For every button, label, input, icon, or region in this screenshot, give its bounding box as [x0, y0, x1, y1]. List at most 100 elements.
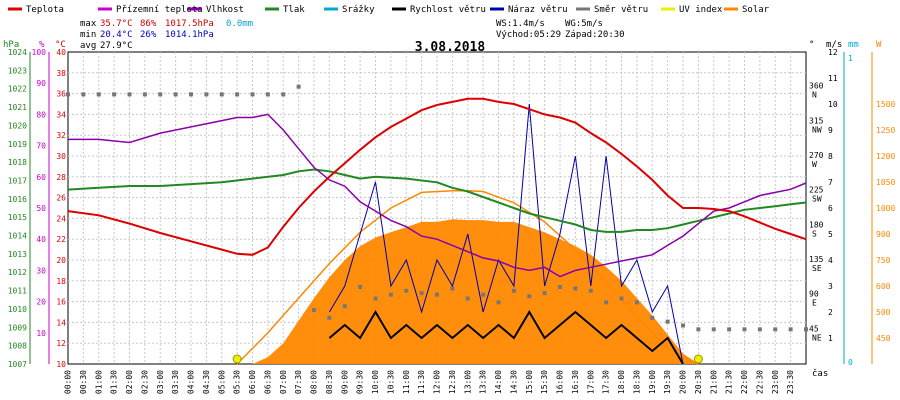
direction-compass-label: NE	[812, 333, 822, 342]
temperature-tick-label: 30	[56, 152, 66, 161]
wind-tick-label: 5	[828, 230, 833, 239]
wind-gust-line	[328, 103, 684, 365]
temperature-tick-label: 28	[56, 173, 66, 182]
temperature-tick-label: 20	[56, 256, 66, 265]
legend-label: Rychlost větru	[410, 5, 486, 15]
wind-direction-point	[327, 315, 332, 320]
x-tick-label: 15:00	[525, 370, 534, 394]
pressure-tick-label: 1012	[8, 268, 27, 277]
pressure-tick-label: 1008	[8, 342, 27, 351]
wind-direction-point	[742, 327, 747, 332]
pressure-tick-label: 1024	[8, 48, 27, 57]
solar-tick-label: 750	[876, 256, 891, 265]
direction-axis-unit: °	[809, 40, 814, 50]
x-tick-label: 01:30	[110, 370, 119, 394]
x-tick-label: 18:30	[632, 370, 641, 394]
humidity-tick-label: 80	[36, 110, 46, 119]
wind-direction-point	[419, 291, 424, 296]
wind-speed-info: WS:1.4m/s	[496, 19, 545, 29]
solar-tick-label: 1050	[876, 178, 895, 187]
x-tick-label: 17:30	[602, 370, 611, 394]
humidity-tick-label: 30	[36, 266, 46, 275]
solar-axis-unit: W	[876, 40, 882, 50]
x-tick-label: 23:00	[771, 370, 780, 394]
x-tick-label: 17:00	[586, 370, 595, 394]
wind-direction-point	[619, 296, 624, 301]
wind-direction-point	[465, 296, 470, 301]
x-tick-label: 06:30	[263, 370, 272, 394]
x-tick-label: 05:30	[233, 370, 242, 394]
x-tick-label: 12:00	[433, 370, 442, 394]
wind-direction-point	[773, 327, 778, 332]
wind-direction-point	[450, 286, 455, 291]
legend-label: Teplota	[26, 5, 64, 15]
x-tick-label: 16:00	[556, 370, 565, 394]
x-tick-label: 13:00	[463, 370, 472, 394]
wind-direction-point	[404, 288, 409, 293]
legend-label: Vlhkost	[206, 5, 244, 15]
wind-direction-point	[558, 284, 562, 289]
direction-compass-label: W	[812, 160, 817, 169]
wind-direction-point	[96, 92, 101, 97]
wind-direction-point	[81, 92, 86, 97]
wind-axis-unit: m/s	[826, 40, 842, 50]
direction-tick-label: 360	[809, 82, 824, 91]
stat-max-press: 1017.5hPa	[165, 19, 214, 29]
wind-direction-point	[696, 327, 701, 332]
pressure-tick-label: 1017	[8, 176, 27, 185]
pressure-tick-label: 1016	[8, 195, 27, 204]
uv-index-marker	[693, 354, 703, 364]
right-axes: ° m/s mm W360N315NW270W225SW180S135SE90E45N…	[809, 40, 895, 367]
temperature-tick-label: 24	[56, 214, 66, 223]
solar-tick-label: 500	[876, 308, 891, 317]
x-tick-label: 03:30	[171, 370, 180, 394]
wind-direction-point	[158, 92, 163, 97]
x-tick-label: 08:30	[325, 370, 334, 394]
pressure-tick-label: 1011	[8, 287, 27, 296]
x-tick-label: 21:00	[709, 370, 718, 394]
humidity-tick-label: 10	[36, 329, 46, 338]
solar-tick-label: 900	[876, 230, 891, 239]
x-tick-label: 05:00	[217, 370, 226, 394]
x-tick-label: 12:30	[448, 370, 457, 394]
rain-tick-label: 0	[848, 358, 853, 367]
humidity-axis-unit: %	[39, 40, 45, 50]
wind-direction-point	[173, 92, 178, 97]
wind-tick-label: 2	[828, 308, 833, 317]
legend-label: Směr větru	[594, 5, 648, 15]
sunrise-info: Východ:05:29	[496, 30, 561, 40]
wind-direction-point	[265, 92, 270, 97]
wind-direction-point	[296, 84, 301, 89]
wind-direction-point	[388, 292, 393, 297]
wind-direction-point	[665, 319, 670, 324]
x-tick-label: 19:30	[663, 370, 672, 394]
pressure-tick-label: 1021	[8, 103, 27, 112]
x-tick-label: 22:30	[755, 370, 764, 394]
temperature-tick-label: 10	[56, 360, 66, 369]
x-tick-label: 23:30	[786, 370, 795, 394]
sunset-info: Západ:20:30	[565, 30, 625, 40]
wind-direction-point	[542, 291, 547, 296]
legend-label: Náraz větru	[508, 5, 568, 15]
wind-tick-label: 1	[828, 334, 833, 343]
wind-direction-point	[142, 92, 147, 97]
x-axis-label: čas	[812, 368, 828, 379]
wind-direction-point	[127, 92, 132, 97]
wind-tick-label: 8	[828, 152, 833, 161]
temperature-tick-label: 40	[56, 48, 66, 57]
solar-tick-label: 1250	[876, 126, 895, 135]
wind-tick-label: 6	[828, 204, 833, 213]
legend-label: Tlak	[283, 5, 305, 15]
humidity-tick-label: 40	[36, 235, 46, 244]
wind-direction-point	[204, 92, 209, 97]
pressure-axis-unit: hPa	[3, 40, 19, 50]
x-tick-label: 16:30	[571, 370, 580, 394]
solar-tick-label: 600	[876, 282, 891, 291]
x-tick-label: 11:30	[417, 370, 426, 394]
wind-direction-point	[804, 327, 808, 332]
humidity-tick-label: 50	[36, 204, 46, 213]
wind-direction-point	[219, 92, 224, 97]
pressure-tick-label: 1022	[8, 85, 27, 94]
legend-label: Srážky	[342, 5, 375, 15]
